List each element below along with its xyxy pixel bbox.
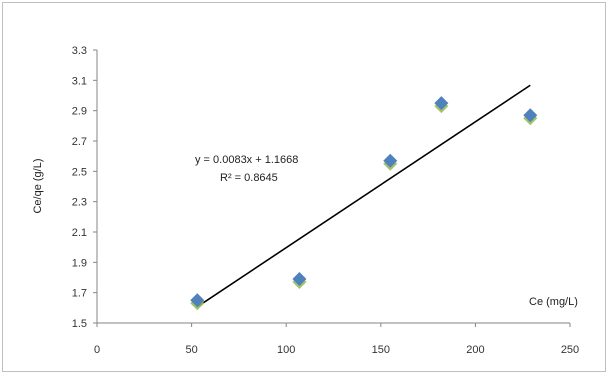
data-point [383,153,398,171]
x-tick-labels: 0 50 100 150 200 250 [94,344,579,356]
y-tick-label: 1.5 [72,318,87,330]
r-squared-label: R² = 0.8645 [220,172,278,184]
linear-trendline [196,84,531,308]
y-tick-label: 2.1 [72,227,87,239]
x-tick-label: 250 [561,344,579,356]
trendline-group [196,84,531,308]
axes [93,49,571,327]
data-point-marker [292,272,307,287]
y-tick-label: 2.3 [72,197,87,209]
data-points [190,96,538,311]
data-point [190,293,205,311]
data-point-marker [523,108,538,123]
y-tick-label: 3.1 [72,75,87,87]
data-point [434,96,449,114]
y-tick-labels: 1.5 1.7 1.9 2.1 2.3 2.5 2.7 2.9 3.1 3.3 [72,45,87,330]
x-tick-label: 50 [185,344,197,356]
x-tick-label: 0 [94,344,100,356]
trendline-equation: y = 0.0083x + 1.1668 [195,154,298,166]
data-point [523,108,538,126]
y-tick-label: 2.7 [72,136,87,148]
data-point-marker [434,96,449,111]
y-tick-label: 1.7 [72,288,87,300]
x-tick-label: 150 [372,344,390,356]
y-tick-label: 2.9 [72,106,87,118]
y-tick-label: 1.9 [72,257,87,269]
y-tick-label: 3.3 [72,45,87,57]
data-point [292,272,307,290]
x-axis-title: Ce (mg/L) [529,296,578,308]
y-tick-label: 2.5 [72,166,87,178]
data-point-marker [383,153,398,168]
x-tick-label: 200 [466,344,484,356]
y-axis-title: Ce/qe (g/L) [32,158,44,213]
data-point-marker [190,293,205,308]
chart-frame [2,2,606,372]
x-tick-label: 100 [277,344,295,356]
